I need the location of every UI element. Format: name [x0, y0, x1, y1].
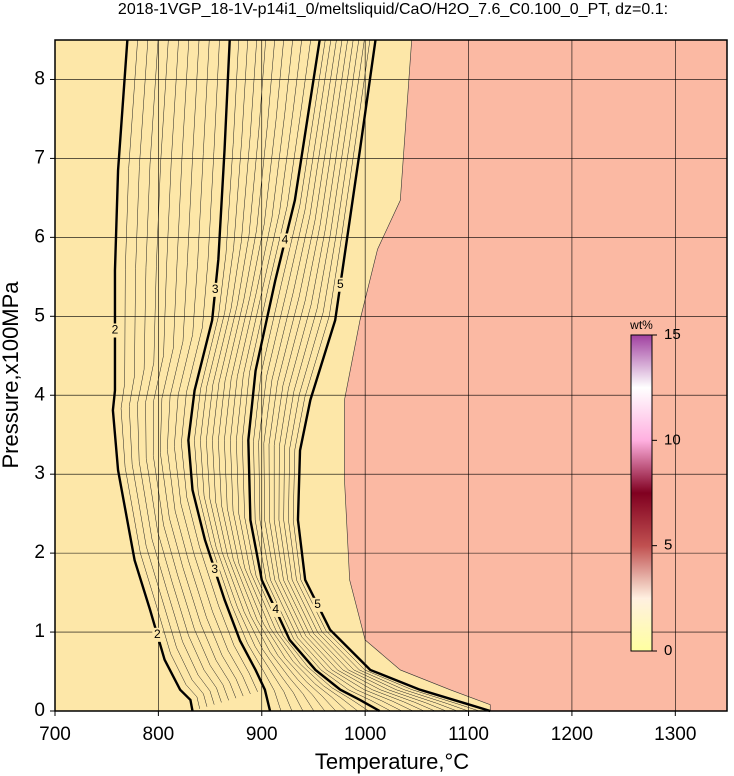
- x-tick-label: 900: [246, 724, 278, 745]
- minor-contour: [218, 39, 326, 712]
- minor-contour: [137, 39, 215, 705]
- minor-contour: [263, 39, 413, 712]
- minor-contour: [273, 39, 436, 712]
- contour-label-bg: [109, 323, 120, 338]
- y-tick-label: 3: [34, 463, 45, 484]
- contour-label-bg: [280, 233, 291, 248]
- colorbar-tick-label: 5: [664, 537, 672, 554]
- y-tick-label: 4: [34, 384, 45, 405]
- contour-label: 4: [282, 233, 289, 247]
- y-tick-label: 1: [34, 621, 45, 642]
- contour-label-bg: [335, 277, 346, 292]
- contour-label: 5: [337, 277, 344, 291]
- minor-contour: [159, 39, 237, 699]
- contour-label-bg: [270, 602, 281, 617]
- y-tick-label: 7: [34, 147, 45, 168]
- minor-contour: [194, 39, 282, 712]
- x-tick-label: 1100: [448, 724, 489, 745]
- y-tick-label: 5: [34, 305, 45, 326]
- melt-region: [54, 39, 491, 712]
- minor-contour: [167, 39, 244, 697]
- contour-line: [247, 39, 381, 713]
- minor-contour: [152, 39, 229, 701]
- colorbar-label: wt%: [629, 318, 653, 332]
- minor-contour: [242, 39, 369, 712]
- minor-contour: [200, 39, 293, 712]
- contour-label: 2: [154, 627, 161, 641]
- colorbar-tick-label: 0: [664, 642, 672, 659]
- x-tick-label: 1300: [654, 724, 696, 745]
- minor-contour: [288, 39, 469, 712]
- minor-contour: [145, 39, 222, 703]
- contour-label-bg: [152, 627, 163, 642]
- minor-contour: [236, 39, 358, 712]
- y-tick-label: 8: [34, 68, 45, 89]
- minor-contour: [258, 39, 402, 712]
- x-tick-label: 1000: [344, 724, 386, 745]
- colorbar-tick-label: 15: [664, 326, 681, 343]
- minor-contour: [174, 39, 251, 695]
- minor-contour: [206, 39, 304, 712]
- x-tick-label: 700: [39, 724, 71, 745]
- x-tick-label: 1200: [551, 724, 593, 745]
- chart-title: 2018-1VGP_18-1V-p14i1_0/meltsliquid/CaO/…: [118, 1, 668, 18]
- contour-label-bg: [210, 282, 221, 297]
- y-tick-label: 2: [34, 542, 45, 563]
- contour-line: [111, 39, 194, 712]
- contour-label-bg: [209, 562, 220, 577]
- contour-label: 3: [212, 282, 219, 296]
- minor-contour: [292, 39, 480, 712]
- colorbar: [630, 334, 653, 652]
- minor-contour: [230, 39, 347, 712]
- minor-contour: [212, 39, 315, 712]
- contour-label: 3: [211, 562, 218, 576]
- x-axis-label: Temperature,°C: [315, 749, 469, 774]
- minor-contour: [120, 39, 200, 709]
- minor-contour: [181, 39, 258, 692]
- y-tick-label: 0: [34, 700, 45, 721]
- contour-line: [187, 39, 272, 712]
- minor-contour: [278, 39, 447, 712]
- minor-contour: [268, 39, 424, 712]
- contour-label: 5: [314, 597, 321, 611]
- y-axis-label: Pressure,x100MPa: [0, 281, 23, 469]
- x-tick-label: 800: [143, 724, 175, 745]
- plot-frame: [54, 39, 728, 712]
- contour-line: [296, 39, 491, 713]
- y-tick-label: 6: [34, 226, 45, 247]
- colorbar-tick-label: 10: [664, 431, 681, 448]
- contour-label-bg: [312, 597, 323, 612]
- minor-contour: [283, 39, 458, 712]
- minor-contour: [128, 39, 208, 707]
- contour-label: 4: [272, 602, 279, 616]
- minor-contour: [253, 39, 391, 712]
- minor-contour: [224, 39, 336, 712]
- contour-label: 2: [112, 323, 119, 337]
